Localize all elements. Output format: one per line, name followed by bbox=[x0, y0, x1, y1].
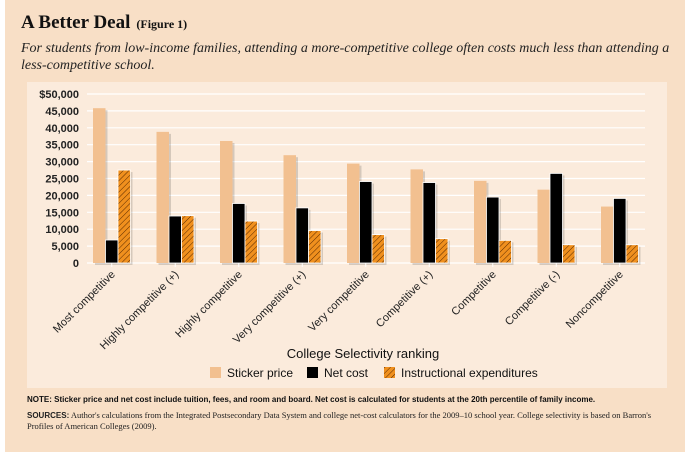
x-tick-label: Most competitive bbox=[51, 269, 118, 336]
figure-title: A Better Deal (Figure 1) bbox=[21, 12, 187, 34]
bar-net-cost bbox=[295, 207, 309, 264]
bar-instructional-expenditures bbox=[625, 244, 639, 264]
y-tick-label: 15,000 bbox=[45, 207, 79, 219]
figure-label: (Figure 1) bbox=[136, 17, 188, 31]
y-tick-label: 5,000 bbox=[51, 241, 79, 253]
legend-swatch bbox=[307, 367, 318, 378]
bar-instructional-expenditures bbox=[435, 238, 449, 264]
legend-label: Sticker price bbox=[227, 366, 293, 380]
footnote: NOTE: Sticker price and net cost include… bbox=[27, 395, 596, 404]
bar-instructional-expenditures bbox=[181, 215, 195, 264]
bar-instructional-expenditures bbox=[498, 239, 512, 264]
sources-text: Author's calculations from the Integrate… bbox=[27, 410, 652, 431]
bar-sticker-price bbox=[474, 180, 487, 263]
bar-net-cost bbox=[105, 239, 119, 264]
bar-net-cost bbox=[359, 181, 373, 264]
x-tick-label: Competitive bbox=[449, 269, 499, 319]
bar-instructional-expenditures bbox=[371, 234, 385, 264]
bar-instructional-expenditures bbox=[562, 244, 576, 264]
bar-instructional-expenditures bbox=[308, 230, 322, 264]
y-tick-label: 10,000 bbox=[45, 224, 79, 236]
bar-sticker-price bbox=[410, 169, 423, 263]
x-axis-label: College Selectivity ranking bbox=[287, 346, 439, 361]
bar-net-cost bbox=[486, 196, 500, 264]
legend-label: Instructional expenditures bbox=[401, 366, 538, 380]
bar-net-cost bbox=[549, 173, 563, 264]
bar-net-cost bbox=[232, 203, 246, 264]
sources: SOURCES: Author's calculations from the … bbox=[27, 410, 677, 432]
legend-label: Net cost bbox=[324, 366, 369, 380]
x-tick-label: Very competitive bbox=[306, 269, 372, 335]
x-tick-label: Noncompetitive bbox=[564, 269, 626, 331]
bar-sticker-price bbox=[601, 206, 614, 263]
sources-label: SOURCES: bbox=[27, 411, 70, 420]
bar-instructional-expenditures bbox=[117, 169, 131, 264]
bar-sticker-price bbox=[537, 189, 550, 263]
x-tick-label: Very competitive (+) bbox=[231, 269, 308, 346]
x-tick-label: Competitive (-) bbox=[503, 269, 562, 328]
figure-subtitle: For students from low-income families, a… bbox=[21, 41, 670, 73]
y-tick-label: 25,000 bbox=[45, 174, 79, 186]
bar-sticker-price bbox=[283, 155, 296, 263]
y-tick-label: 30,000 bbox=[45, 157, 79, 169]
bar-net-cost bbox=[168, 215, 182, 264]
y-tick-label: 35,000 bbox=[45, 140, 79, 152]
bar-sticker-price bbox=[93, 108, 106, 263]
figure-card: A Better Deal (Figure 1) For students fro… bbox=[5, 0, 685, 452]
x-tick-label: Highly competitive bbox=[173, 269, 245, 341]
title-text: A Better Deal bbox=[21, 12, 131, 33]
bar-sticker-price bbox=[347, 163, 360, 263]
y-tick-label: 20,000 bbox=[45, 190, 79, 202]
y-tick-label: 0 bbox=[73, 258, 79, 270]
bar-sticker-price bbox=[220, 140, 233, 263]
y-tick-label: 40,000 bbox=[45, 123, 79, 135]
bar-net-cost bbox=[613, 198, 627, 264]
bar-net-cost bbox=[422, 182, 436, 264]
bar-sticker-price bbox=[156, 131, 169, 263]
legend-swatch bbox=[384, 367, 395, 378]
bar-instructional-expenditures bbox=[244, 220, 258, 264]
y-tick-label: 45,000 bbox=[45, 106, 79, 118]
y-tick-label: $50,000 bbox=[39, 89, 79, 101]
x-tick-label: Competitive (+) bbox=[374, 269, 435, 330]
bar-chart: 0 5,000 10,000 15,000 20,000 25,000 30,000 35,0… bbox=[39, 89, 645, 380]
legend-swatch bbox=[210, 367, 221, 378]
